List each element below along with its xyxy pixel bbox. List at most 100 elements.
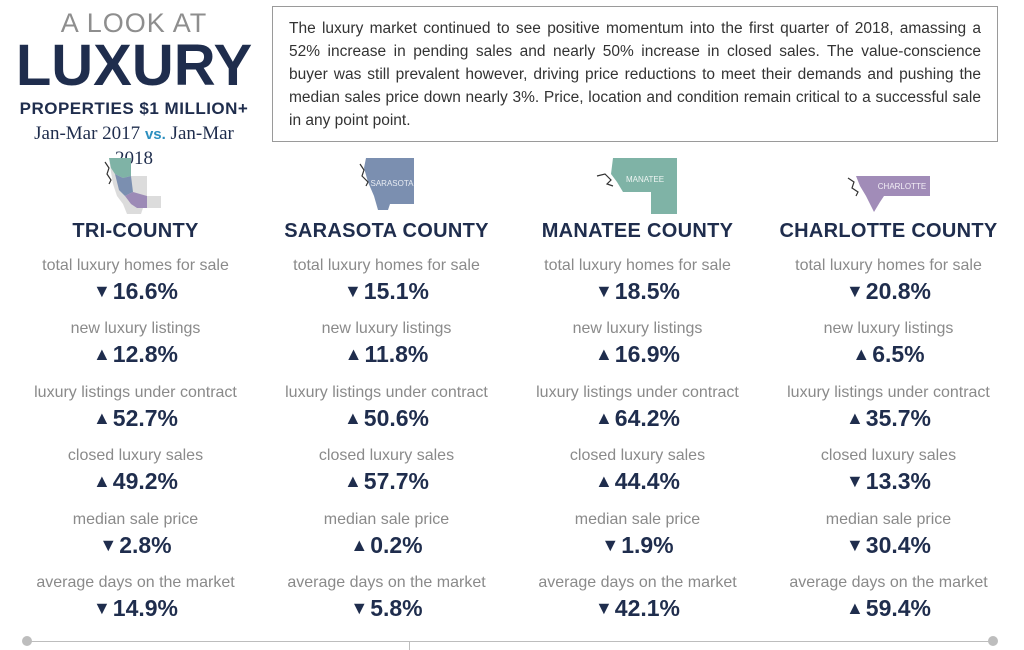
trend-arrow-icon: ▲ — [845, 408, 864, 428]
trend-arrow-icon: ▲ — [92, 408, 111, 428]
stat-value: ▲12.8% — [92, 341, 179, 367]
stat-label: new luxury listings — [823, 320, 954, 337]
stat-label: luxury listings under contract — [536, 384, 739, 401]
stat-closed-sales: closed luxury sales ▲57.7% — [261, 446, 512, 494]
trend-arrow-icon: ▲ — [852, 344, 871, 364]
stat-label: luxury listings under contract — [34, 384, 237, 401]
stat-under-contract: luxury listings under contract ▲50.6% — [261, 383, 512, 431]
county-column-tri-county: TRI-COUNTY total luxury homes for sale ▼… — [10, 152, 261, 622]
stat-label: new luxury listings — [321, 320, 452, 337]
stat-under-contract: luxury listings under contract ▲52.7% — [10, 383, 261, 431]
stat-label: total luxury homes for sale — [42, 257, 229, 274]
brand-kicker: A LOOK AT — [60, 8, 208, 38]
stat-label: median sale price — [323, 511, 450, 528]
stat-label: closed luxury sales — [67, 447, 204, 464]
trend-arrow-icon: ▲ — [343, 408, 362, 428]
stat-value: ▲35.7% — [845, 405, 932, 431]
trend-arrow-icon: ▲ — [92, 344, 111, 364]
stat-label: closed luxury sales — [569, 447, 706, 464]
footer-tick — [409, 641, 410, 650]
stat-value: ▼20.8% — [845, 278, 932, 304]
stat-label: median sale price — [825, 511, 952, 528]
stat-days-on-market: average days on the market ▼42.1% — [512, 573, 763, 621]
stat-value: ▲52.7% — [92, 405, 179, 431]
stat-label: closed luxury sales — [820, 447, 957, 464]
brand-block: A LOOK AT LUXURY PROPERTIES $1 MILLION+ … — [14, 8, 254, 171]
stat-new-listings: new luxury listings ▲12.8% — [10, 319, 261, 367]
trend-arrow-icon: ▼ — [99, 535, 118, 555]
trend-arrow-icon: ▼ — [845, 471, 864, 491]
trend-arrow-icon: ▼ — [343, 281, 362, 301]
stat-value: ▲6.5% — [852, 341, 925, 367]
stat-median-price: median sale price ▼30.4% — [763, 510, 1014, 558]
period-a: Jan-Mar 2017 — [34, 123, 141, 144]
stat-median-price: median sale price ▼2.8% — [10, 510, 261, 558]
footer-dot-right-icon — [988, 636, 998, 646]
stat-label: luxury listings under contract — [787, 384, 990, 401]
sarasota-map-icon: SARASOTA — [359, 158, 414, 210]
trend-arrow-icon: ▼ — [594, 598, 613, 618]
stat-value: ▼18.5% — [594, 278, 681, 304]
trend-arrow-icon: ▼ — [92, 281, 111, 301]
stat-new-listings: new luxury listings ▲11.8% — [261, 319, 512, 367]
market-summary: The luxury market continued to see posit… — [272, 6, 998, 142]
tri-county-map-icon — [104, 158, 161, 214]
trend-arrow-icon: ▲ — [845, 598, 864, 618]
trend-arrow-icon: ▼ — [350, 598, 369, 618]
stat-value: ▲16.9% — [594, 341, 681, 367]
stat-median-price: median sale price ▲0.2% — [261, 510, 512, 558]
map-label: MANATEE — [625, 175, 663, 184]
county-name: TRI-COUNTY — [72, 220, 199, 242]
county-column-charlotte: CHARLOTTE CHARLOTTE COUNTY total luxury … — [763, 152, 1014, 622]
stat-value: ▲57.7% — [343, 468, 430, 494]
county-column-sarasota: SARASOTA SARASOTA COUNTY total luxury ho… — [261, 152, 512, 622]
stat-closed-sales: closed luxury sales ▲49.2% — [10, 446, 261, 494]
stat-label: average days on the market — [789, 574, 988, 591]
trend-arrow-icon: ▼ — [845, 535, 864, 555]
stat-label: new luxury listings — [572, 320, 703, 337]
stat-label: luxury listings under contract — [285, 384, 488, 401]
stat-value: ▲0.2% — [350, 532, 423, 558]
stat-total-homes: total luxury homes for sale ▼16.6% — [10, 256, 261, 304]
stat-value: ▼1.9% — [601, 532, 674, 558]
stat-label: median sale price — [72, 511, 199, 528]
trend-arrow-icon: ▼ — [601, 535, 620, 555]
trend-arrow-icon: ▼ — [845, 281, 864, 301]
stat-label: average days on the market — [36, 574, 235, 591]
trend-arrow-icon: ▼ — [92, 598, 111, 618]
stat-median-price: median sale price ▼1.9% — [512, 510, 763, 558]
stat-total-homes: total luxury homes for sale ▼20.8% — [763, 256, 1014, 304]
stat-label: total luxury homes for sale — [544, 257, 731, 274]
trend-arrow-icon: ▲ — [343, 471, 362, 491]
stat-value: ▼13.3% — [845, 468, 932, 494]
trend-arrow-icon: ▲ — [594, 471, 613, 491]
trend-arrow-icon: ▲ — [594, 408, 613, 428]
map-label: CHARLOTTE — [877, 182, 925, 191]
stat-under-contract: luxury listings under contract ▲35.7% — [763, 383, 1014, 431]
manatee-map-icon: MANATEE — [596, 158, 677, 214]
stat-value: ▲49.2% — [92, 468, 179, 494]
comparison-period: Jan-Mar 2017 vs. Jan-Mar 2018 — [14, 122, 254, 171]
stat-value: ▼2.8% — [99, 532, 172, 558]
county-columns: TRI-COUNTY total luxury homes for sale ▼… — [10, 152, 1014, 622]
vs-label: vs. — [144, 126, 166, 143]
brand-title: LUXURY — [15, 33, 253, 98]
stat-label: closed luxury sales — [318, 447, 455, 464]
stat-value: ▲64.2% — [594, 405, 681, 431]
stat-value: ▼15.1% — [343, 278, 430, 304]
stat-total-homes: total luxury homes for sale ▼18.5% — [512, 256, 763, 304]
stat-label: total luxury homes for sale — [795, 257, 982, 274]
stat-value: ▼14.9% — [92, 595, 179, 621]
trend-arrow-icon: ▼ — [594, 281, 613, 301]
stat-value: ▲11.8% — [344, 341, 429, 367]
stat-days-on-market: average days on the market ▼14.9% — [10, 573, 261, 621]
stat-days-on-market: average days on the market ▲59.4% — [763, 573, 1014, 621]
county-column-manatee: MANATEE MANATEE COUNTY total luxury home… — [512, 152, 763, 622]
county-name: CHARLOTTE COUNTY — [779, 220, 998, 242]
county-name: MANATEE COUNTY — [541, 220, 734, 242]
stat-new-listings: new luxury listings ▲16.9% — [512, 319, 763, 367]
footer-divider — [28, 641, 994, 642]
county-name: SARASOTA COUNTY — [284, 220, 489, 242]
stat-value: ▲44.4% — [594, 468, 681, 494]
stat-label: average days on the market — [538, 574, 737, 591]
